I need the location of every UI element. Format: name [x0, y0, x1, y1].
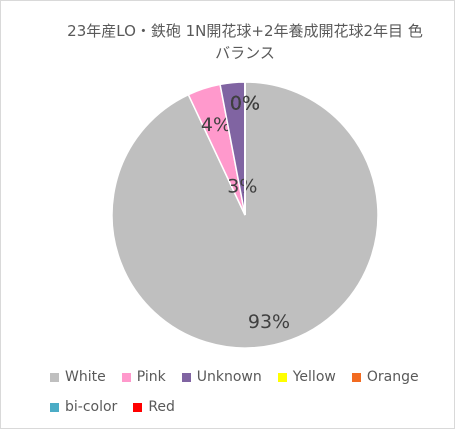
legend-item: bi-color	[50, 398, 117, 416]
legend-label: Red	[148, 399, 175, 415]
legend-label: bi-color	[65, 399, 118, 415]
data-label: 4%	[201, 114, 231, 136]
legend-item: Yellow	[277, 368, 336, 386]
legend-swatch	[50, 372, 59, 382]
legend-label: Yellow	[292, 369, 336, 385]
data-label: 3%	[227, 176, 257, 198]
legend-item: Orange	[351, 368, 419, 386]
legend-item: White	[50, 368, 106, 386]
legend-item: Red	[133, 398, 175, 416]
legend-swatch	[277, 372, 287, 382]
legend-label: Pink	[136, 369, 166, 385]
legend-swatch	[133, 402, 143, 412]
legend-label: Orange	[366, 369, 419, 385]
legend-swatch	[121, 372, 131, 382]
legend-swatch	[351, 372, 361, 382]
data-label: 93%	[248, 311, 290, 333]
legend-swatch	[181, 372, 191, 382]
legend-label: Unknown	[196, 369, 262, 385]
legend: White Pink Unknown Yellow Orange bi-color Red	[50, 368, 450, 428]
legend-swatch	[50, 402, 59, 412]
legend-item: Unknown	[181, 368, 262, 386]
data-label: 0%	[230, 93, 260, 115]
chart-title: 23年産LO・鉄砲 1N開花球+2年養成開花球2年目 色バランス	[67, 22, 423, 62]
legend-item: Pink	[121, 368, 166, 386]
legend-label: White	[65, 369, 106, 385]
